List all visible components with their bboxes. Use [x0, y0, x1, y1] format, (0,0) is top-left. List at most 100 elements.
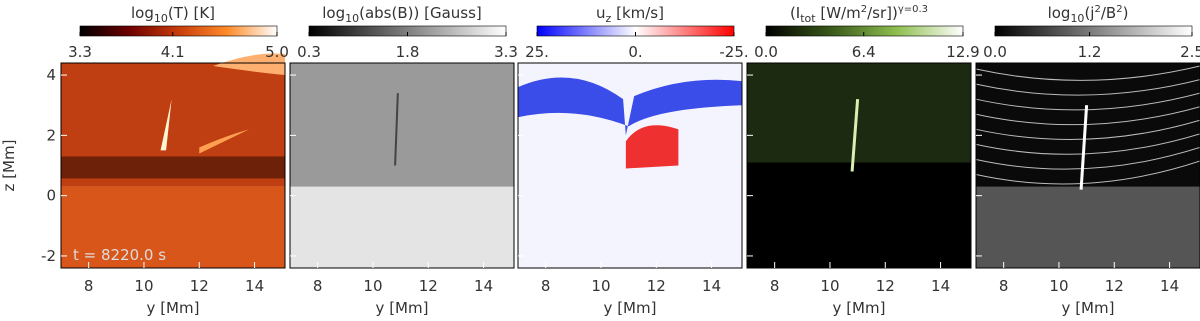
x-axis-label: y [Mm] — [147, 299, 200, 317]
colorbar-tick-label: 1.8 — [396, 43, 420, 61]
panel — [60, 53, 286, 269]
panel-frame — [517, 62, 743, 269]
image-feature — [199, 129, 250, 154]
title-part: (I — [790, 4, 800, 22]
panel — [289, 62, 515, 269]
image-feature — [975, 65, 1200, 81]
x-tick-label: 14 — [245, 277, 264, 295]
title-part: 2 — [861, 4, 867, 15]
x-tick-label: 14 — [931, 277, 950, 295]
x-tick-label: 12 — [876, 277, 895, 295]
panel — [975, 62, 1200, 269]
colorbar-tick-label: 0.0 — [983, 43, 1007, 61]
title-part: (T) [K] — [168, 4, 215, 22]
title-part: 2 — [1094, 4, 1100, 15]
title-part: 10 — [345, 12, 359, 25]
colorbar-tick-label: 0. — [628, 43, 642, 61]
x-tick-label: 14 — [702, 277, 721, 295]
title-part: u — [596, 4, 606, 22]
x-tick-label: 10 — [820, 277, 839, 295]
title-part: log — [131, 4, 154, 22]
x-tick-label: 12 — [1105, 277, 1124, 295]
colorbar-tick-label: 0.3 — [297, 43, 321, 61]
x-tick-label: 8 — [770, 277, 780, 295]
image-feature — [975, 133, 1200, 155]
panel — [746, 62, 972, 269]
x-tick-label: 10 — [134, 277, 153, 295]
image-region — [290, 186, 514, 268]
title-part: γ=0.3 — [898, 4, 928, 15]
y-tick-label: 4 — [46, 66, 56, 84]
image-feature — [160, 99, 172, 151]
title-part: log — [1048, 4, 1071, 22]
x-tick-label: 10 — [591, 277, 610, 295]
panel — [517, 62, 743, 269]
title-part: 10 — [1070, 12, 1084, 25]
colorbar-tick-label: 25. — [525, 43, 549, 61]
colorbar-tick-label: 3.3 — [68, 43, 92, 61]
x-axis-label: y [Mm] — [833, 299, 886, 317]
image-feature — [394, 93, 399, 166]
image-region — [61, 186, 285, 268]
x-axis-label: y [Mm] — [1062, 299, 1115, 317]
image-region — [61, 156, 285, 179]
x-tick-label: 10 — [1049, 277, 1068, 295]
title-part: /sr]) — [867, 4, 898, 22]
image-feature — [975, 160, 1200, 185]
colorbar-tick-label: 1.2 — [1078, 43, 1102, 61]
title-part: [W/m — [816, 4, 861, 22]
y-tick-label: 2 — [46, 126, 56, 144]
colorbar-title: uz [km/s] — [596, 4, 664, 25]
image-feature — [850, 99, 860, 172]
image-feature — [975, 106, 1200, 126]
x-tick-label: 8 — [999, 277, 1009, 295]
title-part: [km/s] — [611, 4, 664, 22]
title-part: 2 — [1116, 4, 1122, 15]
y-tick-label: -2 — [41, 247, 56, 265]
x-tick-label: 8 — [313, 277, 323, 295]
title-part: tot — [800, 12, 816, 25]
colorbar-title: (Itot [W/m2/sr])γ=0.3 — [790, 4, 928, 25]
colorbar-tick-label: 2.5 — [1180, 43, 1200, 61]
image-region — [976, 186, 1200, 268]
title-part: /B — [1101, 4, 1116, 22]
colorbar-tick-label: 6.4 — [852, 43, 876, 61]
x-tick-label: 14 — [1160, 277, 1179, 295]
image-feature — [975, 79, 1200, 96]
title-part: (j — [1084, 4, 1094, 22]
colorbar — [765, 25, 964, 37]
colorbar-tick-label: 12.9 — [946, 43, 979, 61]
title-part: z — [606, 12, 612, 25]
title-part: 10 — [154, 12, 168, 25]
x-tick-label: 12 — [419, 277, 438, 295]
y-axis-label: z [Mm] — [0, 140, 18, 192]
x-axis-label: y [Mm] — [604, 299, 657, 317]
image-feature — [518, 77, 742, 136]
colorbar — [994, 25, 1193, 37]
colorbar-title: log10(j2/B2) — [1048, 4, 1129, 25]
image-feature — [975, 146, 1200, 170]
colorbar-tick-label: -25. — [719, 43, 748, 61]
colorbar-title: log10(T) [K] — [131, 4, 215, 25]
x-tick-label: 8 — [541, 277, 551, 295]
panel-frame — [60, 62, 286, 269]
x-tick-label: 10 — [363, 277, 382, 295]
x-tick-label: 14 — [474, 277, 493, 295]
x-tick-label: 8 — [84, 277, 94, 295]
x-tick-label: 12 — [647, 277, 666, 295]
image-region — [747, 63, 971, 163]
annotation: t = 8220.0 s — [73, 246, 166, 264]
colorbar-title: log10(abs(B)) [Gauss] — [322, 4, 482, 25]
image-feature — [975, 119, 1200, 140]
y-tick-label: 0 — [46, 187, 56, 205]
panel-frame — [289, 62, 515, 269]
colorbar-tick-label: 3.3 — [494, 43, 518, 61]
colorbar-tick-label: 5.0 — [265, 43, 289, 61]
colorbar-tick-label: 0.0 — [754, 43, 778, 61]
image-feature — [1079, 105, 1089, 190]
title-part: (abs(B)) [Gauss] — [359, 4, 482, 22]
panel-frame — [746, 62, 972, 269]
title-part: log — [322, 4, 345, 22]
x-tick-label: 12 — [190, 277, 209, 295]
